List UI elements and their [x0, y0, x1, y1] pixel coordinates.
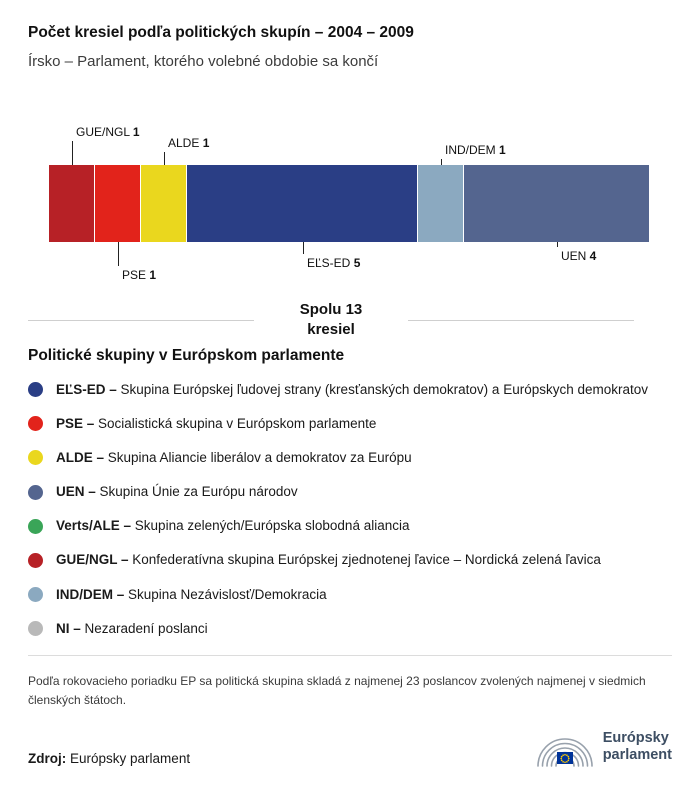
legend-item-EĽS-ED: EĽS-ED – Skupina Európskej ľudovej stran…	[28, 382, 672, 398]
legend-item-UEN: UEN – Skupina Únie za Európu národov	[28, 484, 672, 500]
legend-color-dot	[28, 518, 43, 534]
legend-item-PSE: PSE – Socialistická skupina v Európskom …	[28, 416, 672, 432]
stacked-bar	[49, 165, 649, 242]
logo-text-line1: Európsky	[602, 730, 669, 747]
callout-label-GUE/NGL: GUE/NGL 1	[76, 125, 140, 139]
legend-item-text: ALDE – Skupina Aliancie liberálov a demo…	[56, 449, 412, 465]
legend-item-text: EĽS-ED – Skupina Európskej ľudovej stran…	[56, 381, 649, 397]
callout-label-EĽS-ED: EĽS-ED 5	[307, 256, 361, 270]
logo-text: Európsky parlament	[603, 730, 672, 763]
bar-segment-ALDE	[141, 165, 188, 242]
total-seats-line2: kresiel	[307, 321, 355, 339]
footer: Zdroj: Európsky parlament	[28, 724, 672, 770]
legend-item-text: PSE – Socialistická skupina v Európskom …	[56, 415, 377, 431]
legend-color-dot	[28, 382, 43, 398]
legend-color-dot	[28, 553, 43, 569]
page-title: Počet kresiel podľa politických skupín –…	[28, 24, 414, 41]
seats-stacked-bar-chart: GUE/NGL 1 PSE 1 ALDE 1 EĽS-ED 5 IND/DEM 1 UEN…	[0, 120, 700, 282]
right-rule	[408, 319, 635, 321]
page-subtitle: Írsko – Parlament, ktorého volebné obdob…	[28, 53, 379, 70]
callout-label-UEN: UEN 4	[561, 249, 597, 263]
source-line: Zdroj: Európsky parlament	[28, 751, 190, 766]
total-row: Spolu 13 kresiel	[28, 300, 635, 341]
legend: Politické skupiny v Európskom parlamente…	[0, 341, 700, 638]
callout-line-EĽS-ED	[303, 242, 304, 254]
eu-flag	[556, 752, 573, 764]
legend-color-dot	[28, 621, 43, 637]
bar-segment-EĽS-ED	[187, 165, 419, 242]
callout-label-PSE: PSE 1	[122, 268, 157, 282]
left-rule	[28, 319, 254, 321]
legend-color-dot	[28, 416, 43, 432]
legend-item-text: NI – Nezaradení poslanci	[56, 620, 208, 636]
callout-line-GUE/NGL	[72, 141, 73, 165]
callout-label-ALDE: ALDE 1	[168, 136, 210, 150]
european-parliament-logo: Európsky parlament	[536, 724, 672, 770]
legend-item-ALDE: ALDE – Skupina Aliancie liberálov a demo…	[28, 450, 672, 466]
bar-segment-GUE/NGL	[49, 165, 96, 242]
callout-label-IND/DEM: IND/DEM 1	[445, 143, 506, 157]
callout-line-UEN	[557, 242, 558, 247]
legend-item-IND/DEM: IND/DEM – Skupina Nezávislosť/Demokracia	[28, 587, 672, 603]
legend-title: Politické skupiny v Európskom parlamente	[28, 346, 345, 364]
callout-line-PSE	[118, 242, 119, 266]
legend-item-text: Verts/ALE – Skupina zelených/Európska sl…	[56, 518, 410, 534]
bar-segment-IND/DEM	[418, 165, 465, 242]
divider	[28, 655, 672, 656]
legend-list: EĽS-ED – Skupina Európskej ľudovej stran…	[28, 382, 672, 638]
legend-item-Verts/ALE: Verts/ALE – Skupina zelených/Európska sl…	[28, 518, 672, 534]
legend-color-dot	[28, 587, 43, 603]
bar-segment-PSE	[95, 165, 142, 242]
header: Počet kresiel podľa politických skupín –…	[0, 0, 700, 70]
ep-hemicycle-icon	[536, 738, 593, 767]
callout-line-IND/DEM	[441, 159, 442, 165]
legend-item-text: IND/DEM – Skupina Nezávislosť/Demokracia	[56, 586, 327, 602]
total-seats-label: Spolu 13 kresiel	[254, 300, 409, 341]
legend-item-NI: NI – Nezaradení poslanci	[28, 621, 672, 637]
footnote: Podľa rokovacieho poriadku EP sa politic…	[28, 674, 646, 707]
total-seats-line1: Spolu 13	[299, 301, 363, 318]
logo-text-line2: parlament	[602, 747, 672, 763]
source-label: Zdroj:	[28, 751, 67, 766]
callout-line-ALDE	[164, 152, 165, 165]
legend-color-dot	[28, 484, 43, 500]
bar-segment-UEN	[464, 165, 649, 242]
legend-color-dot	[28, 450, 43, 466]
legend-item-text: UEN – Skupina Únie za Európu národov	[56, 484, 298, 500]
legend-item-GUE/NGL: GUE/NGL – Konfederatívna skupina Európsk…	[28, 552, 672, 569]
source-value: Európsky parlament	[70, 751, 191, 766]
legend-item-text: GUE/NGL – Konfederatívna skupina Európsk…	[56, 552, 601, 568]
